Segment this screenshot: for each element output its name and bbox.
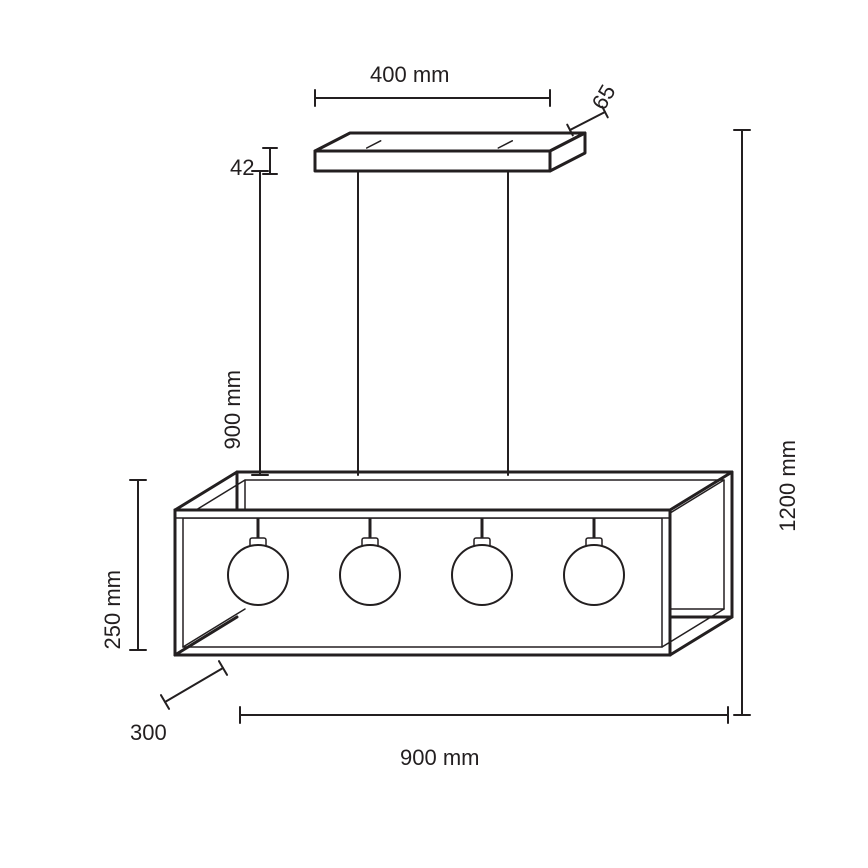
label-box-width: 900 mm (400, 745, 479, 771)
label-box-height: 250 mm (100, 570, 126, 649)
label-cable-length: 900 mm (220, 370, 246, 449)
label-width-top: 400 mm (370, 62, 449, 88)
diagram-stage: 400 mm 65 42 900 mm 250 mm 300 900 mm 12… (0, 0, 868, 868)
label-box-depth: 300 (130, 720, 167, 746)
label-total-height: 1200 mm (775, 440, 801, 532)
label-canopy-height: 42 (230, 155, 254, 181)
